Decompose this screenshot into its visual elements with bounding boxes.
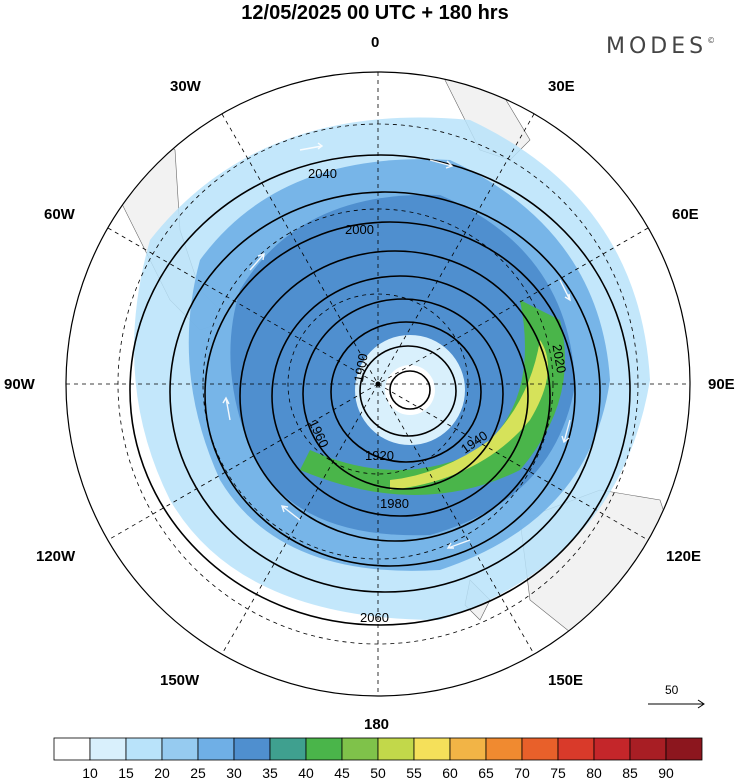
- contour-label: 1900: [351, 352, 371, 383]
- colorbar-boxes: [53, 737, 703, 761]
- colorbar-swatch: [89, 737, 127, 761]
- colorbar-tick-label: 65: [478, 765, 494, 781]
- colorbar-tick-label: 15: [118, 765, 134, 781]
- colorbar-tick-label: 60: [442, 765, 458, 781]
- brand-logo: MODES©: [606, 34, 715, 59]
- colorbar-swatch: [161, 737, 199, 761]
- longitude-label: 150W: [160, 672, 200, 689]
- contour-label: 2000: [345, 222, 374, 237]
- map-boundary: [65, 71, 691, 697]
- longitude-label: 90W: [4, 376, 35, 393]
- colorbar-swatch: [665, 737, 703, 761]
- colorbar-tick-label: 85: [622, 765, 638, 781]
- colorbar-swatch: [377, 737, 415, 761]
- colorbar-swatch: [521, 737, 559, 761]
- reference-vector-label: 50: [665, 683, 679, 697]
- colorbar-tick-label: 90: [658, 765, 674, 781]
- page-title: 12/05/2025 00 UTC + 180 hrs: [241, 2, 509, 24]
- longitude-label: 90E: [708, 376, 735, 393]
- jet-core-yellow: [390, 340, 548, 490]
- contour-label: 2040: [308, 166, 337, 181]
- brand-text: MODES: [606, 34, 708, 59]
- colorbar-tick-label: 20: [154, 765, 170, 781]
- colorbar-tick-label: 50: [370, 765, 386, 781]
- colorbar-tick-label: 40: [298, 765, 314, 781]
- contour-label: 2060: [360, 610, 389, 625]
- colorbar-swatch: [197, 737, 235, 761]
- longitude-label: 30W: [170, 78, 201, 95]
- colorbar-swatch: [341, 737, 379, 761]
- longitude-label: 120E: [666, 548, 702, 565]
- colorbar: 10 15 20 25 30 35 40 45 50 55 60 65 70 75 80 85 90: [53, 737, 703, 781]
- contour-label: 1980: [380, 496, 409, 511]
- colorbar-tick-label: 25: [190, 765, 206, 781]
- polar-map: 1900 1920 1940 1960 1980 2000 2020 2040 …: [65, 71, 691, 697]
- longitude-label: 60E: [672, 206, 699, 223]
- colorbar-swatch: [485, 737, 523, 761]
- colorbar-tick-label: 70: [514, 765, 530, 781]
- colorbar-swatch: [557, 737, 595, 761]
- colorbar-tick-label: 10: [82, 765, 98, 781]
- wind-vectors: [222, 142, 571, 549]
- colorbar-tick-label: 30: [226, 765, 242, 781]
- contour-label-group: 1900 1920 1940 1960 1980 2000 2020 2040 …: [306, 166, 569, 625]
- colorbar-tick-label: 75: [550, 765, 566, 781]
- colorbar-tick-label: 45: [334, 765, 350, 781]
- longitude-label: 180: [364, 716, 390, 733]
- reference-vector-arrow-icon: [648, 699, 705, 709]
- longitude-label: 60W: [44, 206, 75, 223]
- colorbar-swatch: [449, 737, 487, 761]
- height-contours: [129, 154, 631, 626]
- colorbar-swatch: [53, 737, 91, 761]
- colorbar-swatch: [125, 737, 163, 761]
- colorbar-swatch: [269, 737, 307, 761]
- colorbar-swatch: [233, 737, 271, 761]
- contour-label: 1920: [365, 448, 394, 463]
- longitude-label: 30E: [548, 78, 575, 95]
- registered-icon: ©: [707, 36, 716, 45]
- colorbar-swatch: [413, 737, 451, 761]
- colorbar-swatch: [593, 737, 631, 761]
- longitude-label: 120W: [36, 548, 76, 565]
- colorbar-swatch: [629, 737, 667, 761]
- contour-label: 2020: [549, 343, 569, 374]
- longitude-label: 0: [371, 34, 380, 51]
- longitude-label: 150E: [548, 672, 584, 689]
- colorbar-tick-label: 35: [262, 765, 278, 781]
- colorbar-swatch: [305, 737, 343, 761]
- colorbar-labels: 10 15 20 25 30 35 40 45 50 55 60 65 70 75 80 85 90: [82, 765, 674, 781]
- colorbar-tick-label: 55: [406, 765, 422, 781]
- colorbar-tick-label: 80: [586, 765, 602, 781]
